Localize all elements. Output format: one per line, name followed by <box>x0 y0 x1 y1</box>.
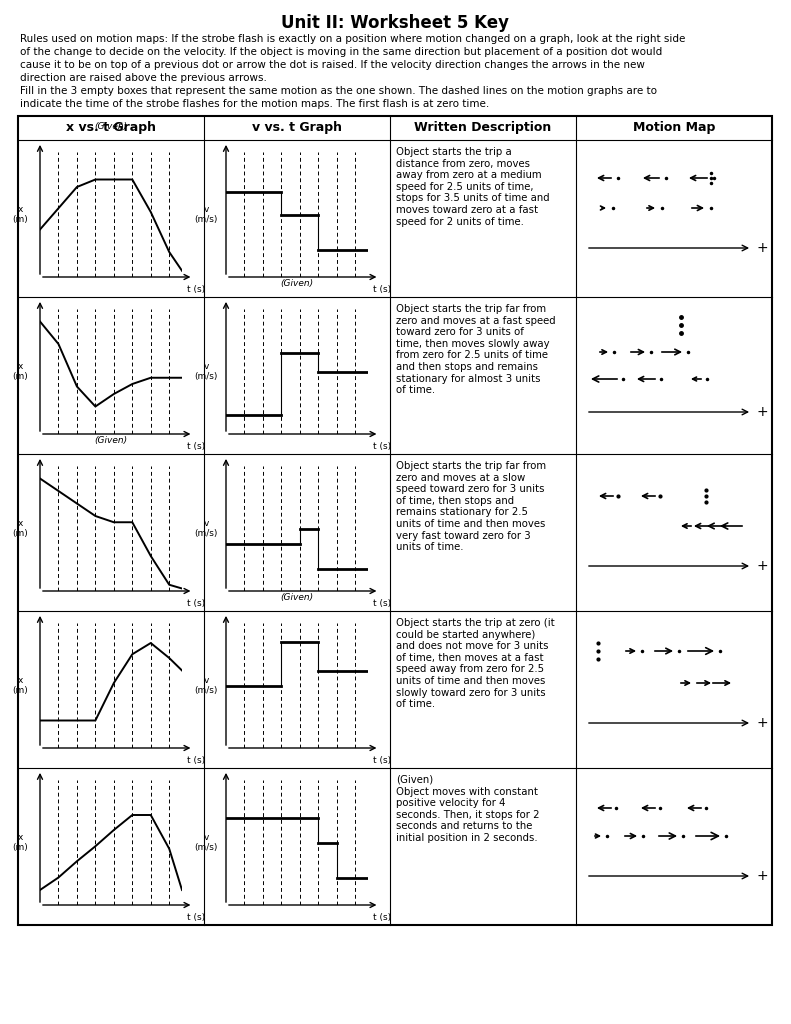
Text: v vs. t Graph: v vs. t Graph <box>252 122 342 134</box>
Text: cause it to be on top of a previous dot or arrow the dot is raised. If the veloc: cause it to be on top of a previous dot … <box>20 60 645 70</box>
Text: Motion Map: Motion Map <box>633 122 715 134</box>
Text: x vs. t Graph: x vs. t Graph <box>66 122 156 134</box>
Text: v
(m/s): v (m/s) <box>195 833 218 852</box>
Text: x
(m): x (m) <box>12 361 28 381</box>
Text: t (s): t (s) <box>187 599 205 608</box>
Text: direction are raised above the previous arrows.: direction are raised above the previous … <box>20 73 267 83</box>
Text: t (s): t (s) <box>187 285 205 294</box>
Text: Written Description: Written Description <box>414 122 551 134</box>
Text: v
(m/s): v (m/s) <box>195 676 218 695</box>
Text: (Given)
Object moves with constant
positive velocity for 4
seconds. Then, it sto: (Given) Object moves with constant posit… <box>396 775 539 843</box>
Text: x
(m): x (m) <box>12 519 28 539</box>
Text: v
(m/s): v (m/s) <box>195 361 218 381</box>
Text: Object starts the trip far from
zero and moves at a fast speed
toward zero for 3: Object starts the trip far from zero and… <box>396 304 555 395</box>
Text: (Given): (Given) <box>94 436 127 444</box>
Text: Rules used on motion maps: If the strobe flash is exactly on a position where mo: Rules used on motion maps: If the strobe… <box>20 34 685 44</box>
Text: (Given): (Given) <box>94 122 127 131</box>
Text: t (s): t (s) <box>187 442 205 451</box>
Text: of the change to decide on the velocity. If the object is moving in the same dir: of the change to decide on the velocity.… <box>20 47 662 57</box>
Text: t (s): t (s) <box>373 756 392 765</box>
Text: x
(m): x (m) <box>12 833 28 852</box>
Text: x
(m): x (m) <box>12 205 28 224</box>
Text: t (s): t (s) <box>187 913 205 922</box>
Text: Object starts the trip a
distance from zero, moves
away from zero at a medium
sp: Object starts the trip a distance from z… <box>396 147 550 226</box>
Text: Object starts the trip at zero (it
could be started anywhere)
and does not move : Object starts the trip at zero (it could… <box>396 618 554 710</box>
Text: t (s): t (s) <box>373 285 392 294</box>
Text: Object starts the trip far from
zero and moves at a slow
speed toward zero for 3: Object starts the trip far from zero and… <box>396 461 546 552</box>
Text: Fill in the 3 empty boxes that represent the same motion as the one shown. The d: Fill in the 3 empty boxes that represent… <box>20 86 657 96</box>
Text: +: + <box>757 406 769 419</box>
Text: (Given): (Given) <box>281 593 313 602</box>
Text: v
(m/s): v (m/s) <box>195 205 218 224</box>
Text: +: + <box>757 241 769 255</box>
Text: indicate the time of the strobe flashes for the motion maps. The first flash is : indicate the time of the strobe flashes … <box>20 99 490 109</box>
Text: x
(m): x (m) <box>12 676 28 695</box>
Text: t (s): t (s) <box>373 913 392 922</box>
Text: v
(m/s): v (m/s) <box>195 519 218 539</box>
Bar <box>18 116 772 925</box>
Text: +: + <box>757 559 769 573</box>
Text: (Given): (Given) <box>281 279 313 288</box>
Text: +: + <box>757 716 769 730</box>
Text: Unit II: Worksheet 5 Key: Unit II: Worksheet 5 Key <box>281 14 509 32</box>
Text: +: + <box>757 869 769 883</box>
Text: t (s): t (s) <box>373 442 392 451</box>
Text: t (s): t (s) <box>373 599 392 608</box>
Text: t (s): t (s) <box>187 756 205 765</box>
